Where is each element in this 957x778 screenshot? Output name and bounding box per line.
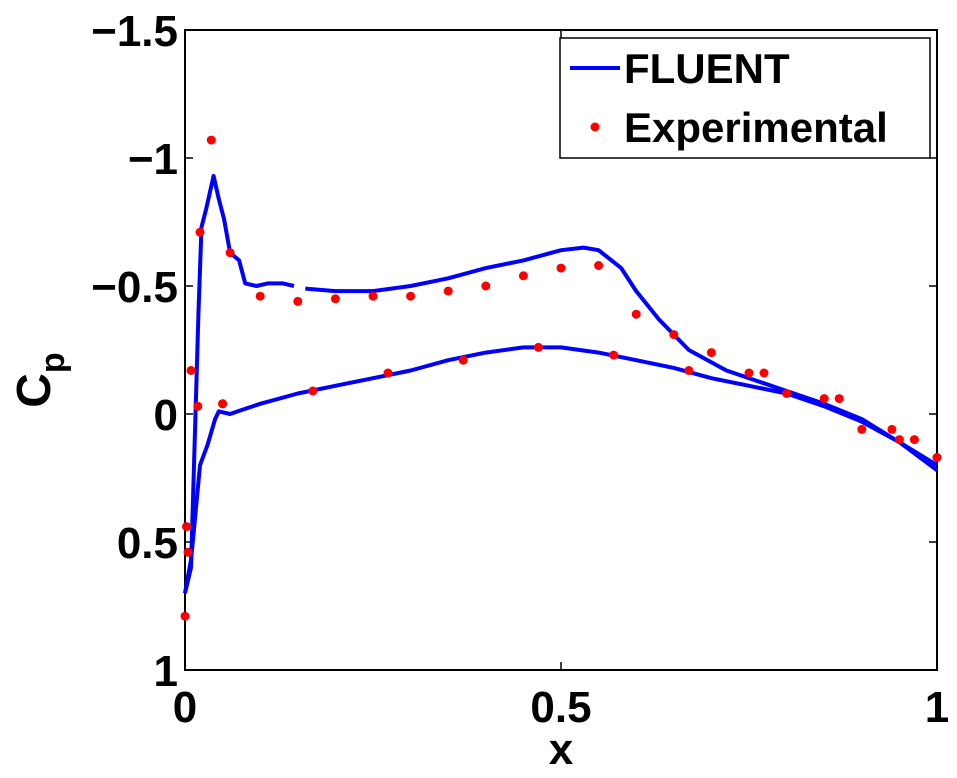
tick-labels: 0 0.5 1 −1.5 −1 −0.5 0 0.5 1 [91, 7, 949, 732]
experimental-point [225, 248, 235, 258]
y-axis-title: Cp [8, 352, 72, 407]
experimental-point [183, 547, 193, 557]
experimental-point [669, 330, 679, 340]
y-axis-title-sub: p [34, 352, 72, 373]
y-tick-label: −1 [128, 135, 178, 184]
experimental-point [206, 135, 216, 145]
fluent-line-segment-2 [183, 345, 939, 594]
experimental-point [458, 355, 468, 365]
experimental-point [368, 291, 378, 301]
experimental-point [195, 227, 205, 237]
experimental-point [631, 309, 641, 319]
experimental-point [744, 368, 754, 378]
experimental-point [706, 348, 716, 358]
x-axis-title: x [549, 725, 574, 774]
experimental-point [819, 394, 829, 404]
experimental-point [180, 611, 190, 621]
experimental-point [894, 435, 904, 445]
experimental-point [887, 424, 897, 434]
experimental-point [782, 389, 792, 398]
experimental-point [857, 424, 867, 434]
experimental-point [406, 291, 416, 301]
axis-ticks [184, 29, 938, 671]
legend-fluent-label: FLUENT [624, 45, 790, 92]
experimental-point [909, 435, 919, 445]
experimental-point [330, 294, 340, 304]
experimental-point [533, 342, 543, 352]
legend-experimental-label: Experimental [624, 104, 888, 151]
experimental-point [218, 399, 228, 409]
legend-box [559, 37, 931, 159]
x-tick-label: 0 [173, 683, 197, 732]
experimental-point [759, 368, 769, 378]
experimental-point [684, 366, 694, 375]
experimental-point [255, 291, 265, 301]
experimental-point [609, 350, 619, 360]
x-tick-label: 0.5 [530, 683, 591, 732]
experimental-point [556, 263, 566, 273]
legend: FLUENT Experimental [559, 37, 931, 159]
y-tick-label: −1.5 [91, 7, 178, 56]
y-tick-label: 1 [154, 647, 178, 696]
experimental-point [293, 296, 303, 306]
y-tick-label: 0 [154, 391, 178, 440]
experimental-point [182, 522, 191, 532]
experimental-point [518, 271, 528, 281]
experimental-point [443, 286, 453, 296]
experimental-point [308, 386, 318, 396]
fluent-line-segment-0 [183, 173, 295, 594]
y-tick-label: 0.5 [117, 519, 178, 568]
experimental-point [193, 401, 203, 411]
experimental-point [594, 261, 604, 270]
experimental-point [383, 368, 393, 378]
y-tick-label: −0.5 [91, 263, 178, 312]
svg-text:Cp: Cp [8, 352, 72, 407]
series-layer [180, 135, 942, 621]
legend-experimental-swatch [590, 122, 600, 132]
experimental-point [932, 453, 942, 462]
fluent-line-segment-1 [305, 245, 939, 472]
experimental-point [481, 281, 491, 291]
experimental-point [834, 394, 844, 404]
x-tick-label: 1 [925, 683, 949, 732]
y-axis-title-main: C [8, 373, 61, 408]
experimental-point [186, 366, 196, 375]
